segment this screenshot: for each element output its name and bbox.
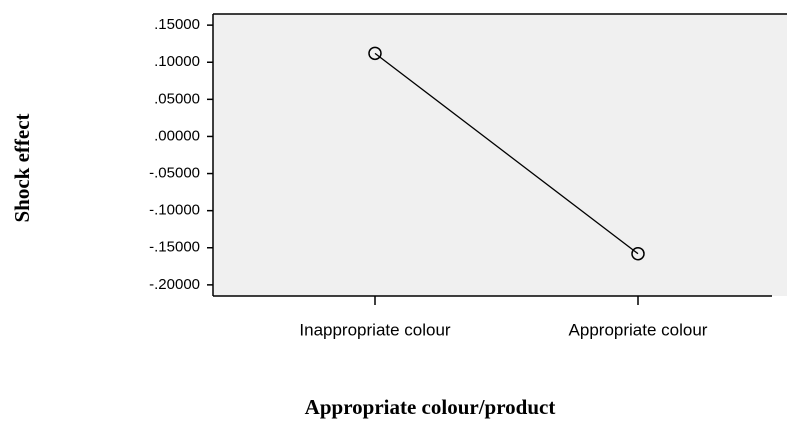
y-tick-label: -.05000 (149, 165, 200, 182)
y-tick-label: .15000 (154, 16, 200, 33)
point-marker (368, 46, 382, 61)
y-axis-title: Shock effect (10, 113, 34, 222)
point-marker (631, 246, 645, 261)
y-tick-label: -.15000 (149, 239, 200, 256)
y-tick-label: .10000 (154, 53, 200, 70)
x-tick-label: Inappropriate colour (299, 320, 451, 339)
x-axis-title: Appropriate colour/product (305, 395, 556, 419)
y-tick-label: .00000 (154, 127, 200, 144)
x-tick-label: Appropriate colour (569, 320, 708, 339)
y-tick-label: -.10000 (149, 202, 200, 219)
plot-area (213, 14, 787, 296)
series-line (374, 52, 639, 255)
y-tick-label: -.20000 (149, 276, 200, 293)
y-tick-label: .05000 (154, 90, 200, 107)
